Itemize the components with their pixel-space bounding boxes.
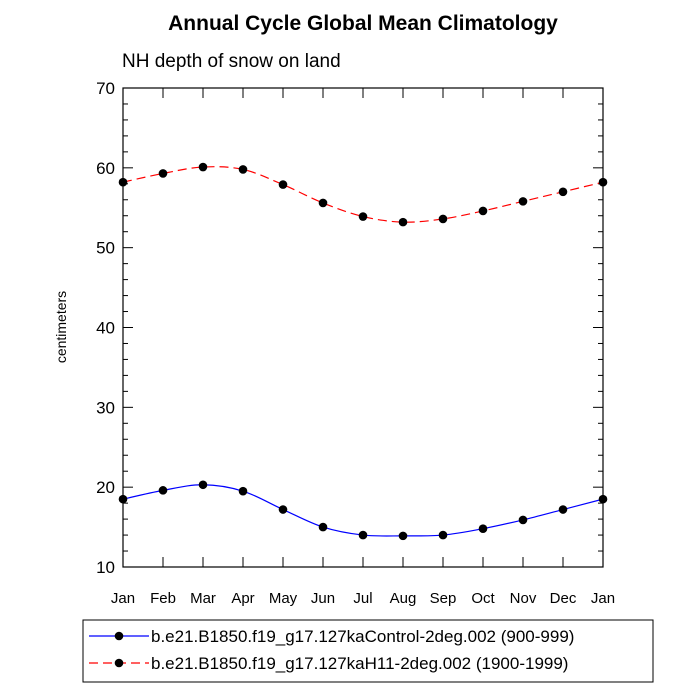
data-point (438, 214, 448, 224)
x-tick-label: May (269, 590, 298, 607)
data-point (198, 480, 208, 490)
data-point (558, 187, 568, 197)
data-point (158, 169, 168, 178)
legend: b.e21.B1850.f19_g17.127kaControl-2deg.00… (82, 619, 654, 683)
data-point (398, 531, 408, 541)
x-tick-label: Mar (190, 590, 216, 607)
legend-marker (114, 658, 124, 668)
x-tick-label: Jan (111, 590, 135, 607)
data-point (558, 505, 568, 514)
x-tick-label: Dec (550, 590, 577, 607)
data-point (518, 197, 528, 206)
x-tick-label: Aug (390, 590, 417, 607)
data-point (358, 212, 368, 221)
data-point (118, 177, 128, 187)
y-tick-label: 10 (96, 558, 115, 577)
y-axis-title: centimeters (53, 291, 69, 363)
data-point (158, 486, 168, 495)
legend-label-1: b.e21.B1850.f19_g17.127kaControl-2deg.00… (151, 627, 574, 646)
data-point (238, 165, 248, 174)
data-point (318, 198, 328, 208)
chart-title: Annual Cycle Global Mean Climatology (168, 12, 558, 35)
x-tick-label: Jun (311, 590, 335, 607)
legend-label-2: b.e21.B1850.f19_g17.127kaH11-2deg.002 (1… (151, 654, 568, 673)
x-tick-label: Nov (510, 590, 537, 607)
data-point (598, 494, 608, 504)
x-tick-label: Jul (353, 590, 372, 607)
y-tick-label: 50 (96, 239, 115, 258)
data-point (238, 486, 248, 496)
data-point (398, 217, 408, 227)
y-tick-label: 40 (96, 319, 115, 338)
y-tick-label: 20 (96, 478, 115, 497)
data-point (518, 515, 528, 525)
x-tick-label: Oct (471, 590, 495, 607)
data-point (358, 530, 368, 540)
data-point (318, 522, 328, 532)
chart-subtitle: NH depth of snow on land (122, 51, 341, 72)
y-tick-label: 70 (96, 79, 115, 98)
data-point (478, 524, 488, 533)
y-tick-label: 60 (96, 159, 115, 178)
data-point (118, 494, 128, 504)
x-tick-label: Feb (150, 590, 176, 607)
x-tick-label: Apr (231, 590, 254, 607)
data-point (438, 530, 448, 540)
y-tick-label: 30 (96, 398, 115, 417)
data-point (598, 177, 608, 187)
legend-box (82, 619, 654, 683)
data-point (278, 180, 288, 189)
data-point (478, 206, 488, 216)
legend-marker (114, 631, 124, 641)
series-line-1 (122, 484, 604, 537)
x-tick-label: Sep (430, 590, 457, 607)
x-tick-label: Jan (591, 590, 615, 607)
data-point (278, 505, 288, 514)
plot-frame (122, 87, 604, 568)
data-point (198, 162, 208, 172)
plot-area: 10 20 30 40 50 60 70 Jan Feb Mar Apr May Jun Jul Aug Se… (96, 79, 615, 607)
